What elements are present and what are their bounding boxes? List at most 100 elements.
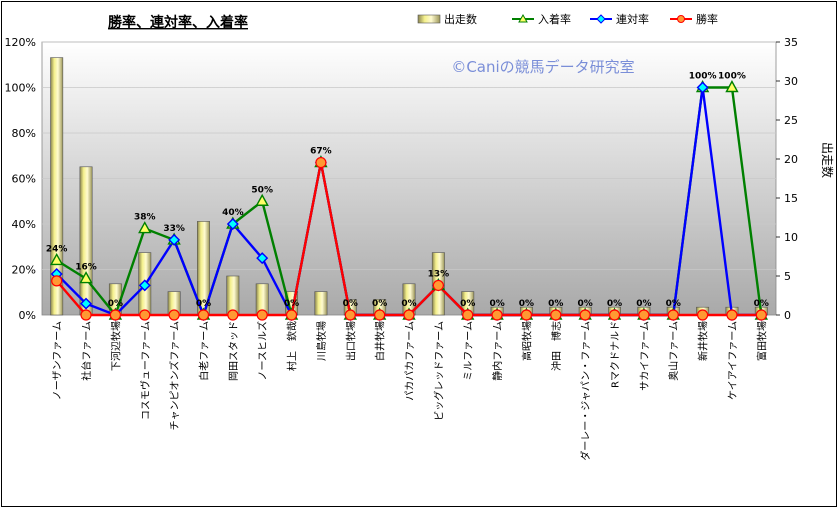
marker-circle	[432, 279, 444, 292]
y2-tick-label: 0	[784, 309, 791, 322]
marker-triangle	[725, 80, 739, 93]
x-tick-label: Rマクドナルド	[610, 321, 622, 388]
marker-circle	[520, 309, 533, 321]
marker-circle	[608, 309, 621, 321]
x-tick-label: パカパカファーム	[404, 321, 416, 401]
marker-triangle	[49, 252, 64, 266]
legend-label: 連対率	[616, 12, 649, 26]
x-tick-label: 下河辺牧場	[109, 321, 122, 371]
data-label: 0%	[372, 299, 387, 309]
marker-circle	[139, 309, 151, 321]
y2-axis-ticks: 0 5 10 15 20 25 30 35	[776, 36, 798, 322]
y-tick-label: 40%	[12, 218, 36, 231]
x-tick-label: 川島牧場	[315, 321, 328, 361]
data-labels-layer: 24% 16% 0% 38% 33% 0% 40% 50% 0% 67% 0% 0% 0% 13% 0% 0%…	[46, 72, 769, 310]
marker-circle	[256, 309, 268, 321]
x-tick-label: コスモヴューファーム	[139, 321, 152, 420]
y2-tick-label: 15	[784, 192, 798, 205]
data-label: 0%	[196, 299, 211, 309]
x-tick-label: 社台ファーム	[80, 321, 93, 381]
data-label: 13%	[428, 269, 450, 279]
y2-tick-label: 25	[784, 114, 798, 127]
x-tick-label: 出口牧場	[344, 321, 357, 361]
y-tick-label: 0%	[19, 309, 36, 322]
data-label: 0%	[636, 299, 651, 309]
marker-circle	[109, 309, 122, 321]
legend-label: 出走数	[444, 12, 477, 26]
data-label: 0%	[489, 299, 504, 309]
data-label: 38%	[134, 213, 156, 223]
y2-tick-label: 35	[784, 36, 798, 49]
marker-circle	[80, 309, 92, 321]
data-label: 0%	[754, 299, 769, 309]
marker-circle	[579, 309, 591, 321]
marker-circle	[285, 309, 298, 321]
data-label: 33%	[163, 224, 185, 234]
data-label: 24%	[46, 244, 68, 254]
marker-circle	[344, 309, 356, 321]
data-label: 0%	[548, 299, 563, 309]
legend-marker	[518, 13, 528, 23]
marker-circle	[374, 309, 386, 321]
data-label: 0%	[607, 299, 622, 309]
marker-circle	[638, 309, 650, 321]
marker-triangle	[255, 193, 269, 206]
data-label: 0%	[578, 299, 593, 309]
bar	[79, 166, 93, 316]
data-label: 50%	[251, 185, 273, 195]
y-axis-ticks: 0% 20% 40% 60% 80% 100% 120%	[5, 36, 36, 322]
x-tick-label: 新井牧場	[697, 321, 710, 361]
x-tick-label: 村上 欽哉	[286, 321, 299, 371]
data-label: 0%	[460, 299, 475, 309]
y-tick-label: 100%	[5, 82, 36, 95]
y2-tick-label: 10	[784, 231, 798, 244]
marker-circle	[550, 309, 562, 321]
marker-diamond	[168, 233, 181, 246]
legend: 出走数 入着率 連対率 勝率	[417, 12, 718, 26]
x-tick-label: 白井牧場	[374, 321, 387, 361]
y2-tick-label: 20	[784, 153, 798, 166]
marker-diamond	[226, 218, 239, 230]
marker-circle	[667, 309, 679, 321]
marker-triangle	[138, 221, 152, 234]
watermark: ©Caniの競馬データ研究室	[451, 58, 634, 76]
markers-layer	[49, 80, 769, 321]
data-label: 0%	[108, 299, 123, 309]
x-tick-label: ミルファーム	[463, 321, 475, 381]
data-label: 16%	[75, 263, 97, 273]
marker-circle	[197, 309, 210, 321]
x-tick-label: 白老ファーム	[197, 321, 210, 381]
x-tick-label: 富田牧場	[755, 321, 768, 361]
bar	[226, 275, 240, 316]
y2-axis-label: 出走数	[820, 142, 835, 178]
marker-diamond	[138, 279, 151, 292]
x-tick-label: ダーレー・ジャパン・ファーム	[579, 321, 592, 461]
data-label: 67%	[310, 147, 332, 157]
marker-circle	[227, 309, 239, 321]
x-tick-label: ケイアイファーム	[727, 321, 739, 400]
marker-diamond	[696, 81, 709, 94]
data-label: 0%	[401, 299, 416, 309]
x-tick-label: 沖田 博志	[550, 321, 563, 371]
legend-swatch-bar	[417, 14, 441, 24]
bar	[50, 57, 64, 316]
marker-circle	[755, 309, 767, 321]
marker-circle	[462, 309, 474, 321]
x-tick-label: ノーザンファーム	[52, 321, 64, 400]
marker-circle	[315, 156, 327, 169]
marker-diamond	[256, 252, 269, 265]
legend-label: 勝率	[696, 12, 718, 26]
data-label: 0%	[284, 299, 299, 309]
y2-tick-label: 5	[784, 270, 791, 283]
legend-label: 入着率	[538, 12, 571, 26]
marker-circle	[51, 275, 63, 287]
bar	[314, 291, 328, 316]
y-tick-label: 120%	[5, 36, 36, 49]
y-tick-label: 80%	[12, 127, 36, 140]
x-tick-label: 高昭牧場	[520, 321, 533, 361]
marker-circle	[168, 309, 180, 321]
marker-circle	[403, 309, 415, 321]
data-label: 100%	[689, 72, 717, 82]
marker-triangle	[79, 271, 93, 284]
